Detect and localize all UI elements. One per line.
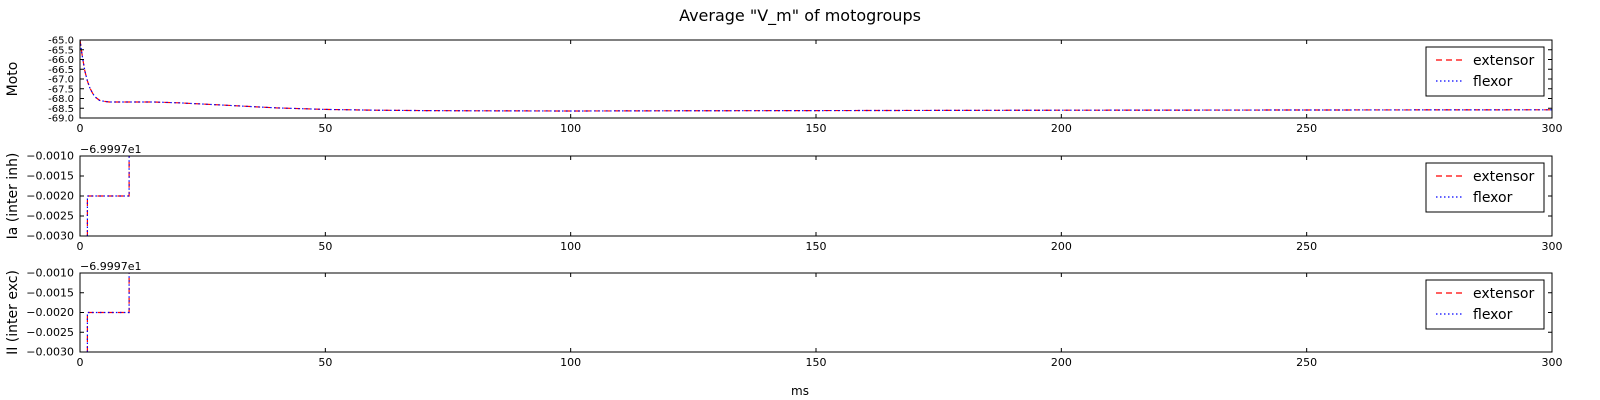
y-tick-label: −0.0015 xyxy=(26,286,74,299)
y-tick-label: -69.0 xyxy=(48,114,74,125)
y-tick-label: -66.0 xyxy=(48,55,74,66)
legend-box xyxy=(1425,279,1545,330)
x-tick-label: 300 xyxy=(1542,240,1563,253)
y-tick-label: −0.0010 xyxy=(26,267,74,280)
legend-label: extensor xyxy=(1473,53,1534,69)
y-tick-label: −0.0020 xyxy=(26,190,74,203)
series-line-flexor xyxy=(86,156,130,236)
x-tick-label: 300 xyxy=(1542,356,1563,369)
series-line-flexor xyxy=(86,273,130,352)
x-axis-label: ms xyxy=(791,384,809,398)
y-tick-label: -67.0 xyxy=(48,75,74,86)
y-tick-label: −0.0015 xyxy=(26,170,74,183)
x-tick-label: 250 xyxy=(1296,122,1317,135)
legend-box xyxy=(1425,46,1545,97)
plot-frame xyxy=(79,272,1553,353)
plot-frame xyxy=(79,39,1553,119)
x-tick-label: 50 xyxy=(318,356,332,369)
chart-title: Average "V_m" of motogroups xyxy=(679,6,921,25)
legend-label: flexor xyxy=(1473,190,1513,206)
legend-label: flexor xyxy=(1473,74,1513,90)
y-tick-label: -68.0 xyxy=(48,94,74,105)
x-tick-label: 200 xyxy=(1051,240,1072,253)
y-tick-label: −0.0010 xyxy=(26,150,74,163)
x-tick-label: 50 xyxy=(318,240,332,253)
x-tick-label: 250 xyxy=(1296,240,1317,253)
plot-frame xyxy=(79,155,1553,237)
legend-label: extensor xyxy=(1473,286,1534,302)
y-tick-label: -68.5 xyxy=(48,104,74,115)
y-tick-label: −0.0030 xyxy=(26,230,74,243)
x-tick-label: 300 xyxy=(1542,122,1563,135)
x-tick-label: 200 xyxy=(1051,122,1072,135)
x-tick-label: 150 xyxy=(806,122,827,135)
x-tick-label: 250 xyxy=(1296,356,1317,369)
y-tick-label: −0.0025 xyxy=(26,326,74,339)
y-tick-label: -66.5 xyxy=(48,65,74,76)
y-tick-label: -65.5 xyxy=(48,45,74,56)
y-tick-label: -65.0 xyxy=(48,36,74,47)
x-tick-label: 150 xyxy=(806,356,827,369)
x-tick-label: 0 xyxy=(77,356,84,369)
x-tick-label: 150 xyxy=(806,240,827,253)
series-line-flexor xyxy=(80,40,1552,112)
x-tick-label: 50 xyxy=(318,122,332,135)
x-tick-label: 100 xyxy=(560,240,581,253)
y-axis-label: Moto xyxy=(5,62,21,97)
y-tick-label: −0.0025 xyxy=(26,210,74,223)
y-offset-text: −6.9997e1 xyxy=(80,143,141,156)
y-offset-text: −6.9997e1 xyxy=(80,260,141,273)
x-tick-label: 200 xyxy=(1051,356,1072,369)
x-tick-label: 0 xyxy=(77,122,84,135)
y-tick-label: −0.0020 xyxy=(26,306,74,319)
x-tick-label: 100 xyxy=(560,122,581,135)
x-tick-label: 100 xyxy=(560,356,581,369)
legend-label: extensor xyxy=(1473,169,1534,185)
series-line-extensor xyxy=(80,40,1552,112)
legend-box xyxy=(1425,162,1545,213)
y-tick-label: -67.5 xyxy=(48,84,74,95)
y-axis-label: II (inter exc) xyxy=(5,270,21,355)
y-axis-label: Ia (inter inh) xyxy=(5,153,21,240)
legend-label: flexor xyxy=(1473,307,1513,323)
y-tick-label: −0.0030 xyxy=(26,346,74,359)
x-tick-label: 0 xyxy=(77,240,84,253)
